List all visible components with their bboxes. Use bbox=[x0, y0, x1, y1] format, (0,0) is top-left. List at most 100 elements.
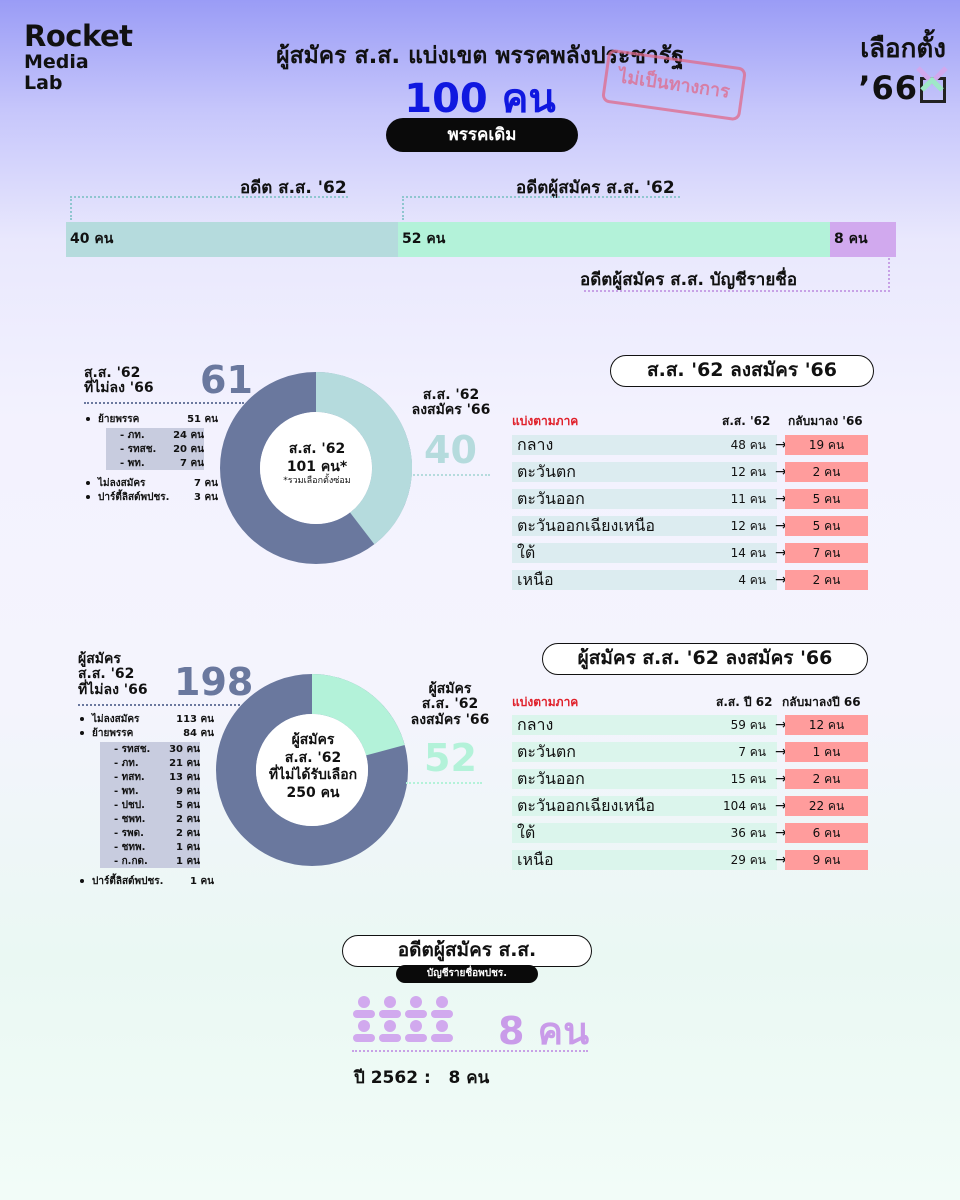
mp-item-label: ปาร์ตี้ลิสต์พปชร. bbox=[98, 492, 170, 503]
mp-region-62: 4 คน bbox=[738, 573, 766, 587]
bracket-party-list bbox=[584, 258, 890, 292]
cand-sub-label: - ภท. bbox=[114, 758, 139, 769]
mp-region-66: 7 คน bbox=[785, 543, 868, 563]
mp-region-name: ตะวันออก bbox=[512, 489, 777, 509]
person-icon bbox=[431, 996, 453, 1018]
arrow-right-icon: → bbox=[775, 717, 787, 733]
arrow-right-icon: → bbox=[775, 437, 787, 453]
cand-sub-value: 9 คน bbox=[176, 786, 200, 797]
label-former-candidate: อดีตผู้สมัคร ส.ส. '62 bbox=[516, 178, 675, 198]
bullet-icon bbox=[86, 481, 90, 485]
check-mark-icon bbox=[916, 66, 948, 92]
cand-item: ย้ายพรรค 84 คน bbox=[78, 726, 214, 740]
person-icon bbox=[353, 1020, 375, 1042]
cand-sub-label: - รพด. bbox=[114, 828, 144, 839]
bullet-icon bbox=[86, 495, 90, 499]
page-title: ผู้สมัคร ส.ส. แบ่งเขต พรรคพลังประชารัฐ bbox=[276, 43, 684, 69]
cand-sub-value: 30 คน bbox=[169, 744, 200, 755]
cand-item-label: ย้ายพรรค bbox=[92, 728, 134, 739]
cand-sub-label: - ชทพ. bbox=[114, 842, 146, 853]
mp-sub-item: - พท. 7 คน bbox=[106, 456, 204, 470]
cand-table-row: ตะวันออก 15 คน → 2 คน bbox=[512, 769, 868, 789]
cand-region-62: 29 คน bbox=[730, 853, 766, 867]
mp-region-66: 5 คน bbox=[785, 489, 868, 509]
cand-region-name: ตะวันออกเฉียงเหนือ bbox=[512, 796, 777, 816]
mp-running-title: ส.ส. '62 ลงสมัคร '66 bbox=[408, 387, 494, 419]
cand-region-name: เหนือ bbox=[512, 850, 777, 870]
mp-sub-label: - รทสช. bbox=[120, 444, 157, 455]
mp-region-62: 12 คน bbox=[730, 519, 766, 533]
arrow-right-icon: → bbox=[775, 545, 787, 561]
cand-divider bbox=[78, 704, 240, 706]
mp-table-row: ตะวันออกเฉียงเหนือ 12 คน → 5 คน bbox=[512, 516, 868, 536]
arrow-right-icon: → bbox=[775, 852, 787, 868]
mp-region-name: ใต้ bbox=[512, 543, 777, 563]
cand-sub-item: - ปชป. 5 คน bbox=[100, 798, 200, 812]
mp-sub-value: 20 คน bbox=[173, 444, 204, 455]
cand-table-row: ใต้ 36 คน → 6 คน bbox=[512, 823, 868, 843]
mp-table-title: ส.ส. '62 ลงสมัคร '66 bbox=[610, 355, 874, 387]
mp-table-head-62: ส.ส. '62 bbox=[722, 414, 771, 428]
party-pill: พรรคเดิม bbox=[386, 118, 578, 152]
cand-sub-label: - รทสช. bbox=[114, 744, 151, 755]
mp-not-running-title: ส.ส. '62 ที่ไม่ลง '66 bbox=[84, 365, 154, 397]
mp-table-row: ใต้ 14 คน → 7 คน bbox=[512, 543, 868, 563]
person-icon bbox=[405, 996, 427, 1018]
label-former-party-list: อดีตผู้สมัคร ส.ส. บัญชีรายชื่อ bbox=[580, 270, 798, 290]
stack-segment-2: 52 คน bbox=[398, 222, 830, 257]
cand-sub-value: 13 คน bbox=[169, 772, 200, 783]
cand-donut-center: ผู้สมัคร ส.ส. '62 ที่ไม่ได้รับเลือก 250 … bbox=[256, 732, 370, 802]
mp-item-label: ย้ายพรรค bbox=[98, 414, 140, 425]
cand-sub-box: - รทสช. 30 คน - ภท. 21 คน - ทสท. 13 คน - พท. 9 … bbox=[100, 742, 200, 868]
mp-table-head-66: กลับมาลง '66 bbox=[788, 414, 863, 428]
bullet-icon bbox=[80, 717, 84, 721]
mp-region-62: 11 คน bbox=[730, 492, 766, 506]
cand-sub-value: 21 คน bbox=[169, 758, 200, 769]
cand-sub-item: - ชพท. 2 คน bbox=[100, 812, 200, 826]
arrow-right-icon: → bbox=[775, 825, 787, 841]
cand-breakdown-list: ไม่ลงสมัคร 113 คน ย้ายพรรค 84 คน - รทสช. 30 ค… bbox=[78, 712, 214, 888]
arrow-right-icon: → bbox=[775, 518, 787, 534]
cand-item-label: ไม่ลงสมัคร bbox=[92, 714, 140, 725]
mp-donut-center: ส.ส. '62 101 คน* *รวมเลือกตั้งซ่อม bbox=[266, 440, 368, 488]
arrow-right-icon: → bbox=[775, 572, 787, 588]
cand-running-value: 52 bbox=[424, 736, 477, 780]
cand-not-running-title-l2: ส.ส. '62 bbox=[78, 666, 135, 683]
mp-region-62: 12 คน bbox=[730, 465, 766, 479]
mp-not-running-value: 61 bbox=[200, 358, 253, 402]
mp-slice-running bbox=[315, 372, 412, 545]
mp-sub-item: - ภท. 24 คน bbox=[106, 428, 204, 442]
mp-table-row: ตะวันออก 11 คน → 5 คน bbox=[512, 489, 868, 509]
cand-region-62: 36 คน bbox=[730, 826, 766, 840]
cand-sub-value: 1 คน bbox=[176, 842, 200, 853]
year-value: 8 คน bbox=[448, 1068, 490, 1088]
cand-region-62: 7 คน bbox=[738, 745, 766, 759]
arrow-right-icon: → bbox=[775, 744, 787, 760]
cand-table-row: เหนือ 29 คน → 9 คน bbox=[512, 850, 868, 870]
cand-running-title-l1: ผู้สมัคร bbox=[428, 681, 472, 697]
cand-region-66: 1 คน bbox=[785, 742, 868, 762]
cand-region-66: 2 คน bbox=[785, 769, 868, 789]
cand-region-62: 15 คน bbox=[730, 772, 766, 786]
party-list-subtitle: บัญชีรายชื่อพปชร. bbox=[396, 965, 538, 983]
label-former-mp: อดีต ส.ส. '62 bbox=[240, 178, 347, 198]
stack-segment-3: 8 คน bbox=[830, 222, 896, 257]
cand-region-name: ตะวันออก bbox=[512, 769, 777, 789]
mp-sub-label: - พท. bbox=[120, 458, 145, 469]
mp-region-62: 48 คน bbox=[730, 438, 766, 452]
cand-sub-label: - พท. bbox=[114, 786, 139, 797]
cand-sub-value: 5 คน bbox=[176, 800, 200, 811]
mp-sub-item: - รทสช. 20 คน bbox=[106, 442, 204, 456]
mp-running-title-l1: ส.ส. '62 bbox=[422, 387, 480, 403]
logo-line-2: Media bbox=[24, 51, 89, 73]
cand-not-running-value: 198 bbox=[174, 660, 254, 704]
cand-donut-chart bbox=[216, 674, 408, 866]
party-list-title: อดีตผู้สมัคร ส.ส. bbox=[342, 935, 592, 967]
people-icon-group bbox=[353, 996, 453, 1042]
cand-running-divider bbox=[406, 782, 482, 784]
mp-table-row: กลาง 48 คน → 19 คน bbox=[512, 435, 868, 455]
mp-breakdown-list: ย้ายพรรค 51 คน - ภท. 24 คน - รทสช. 20 คน - พท.… bbox=[84, 412, 218, 504]
logo-line-1: Rocket bbox=[24, 19, 133, 53]
arrow-right-icon: → bbox=[775, 771, 787, 787]
mp-running-title-l2: ลงสมัคร '66 bbox=[411, 402, 491, 419]
